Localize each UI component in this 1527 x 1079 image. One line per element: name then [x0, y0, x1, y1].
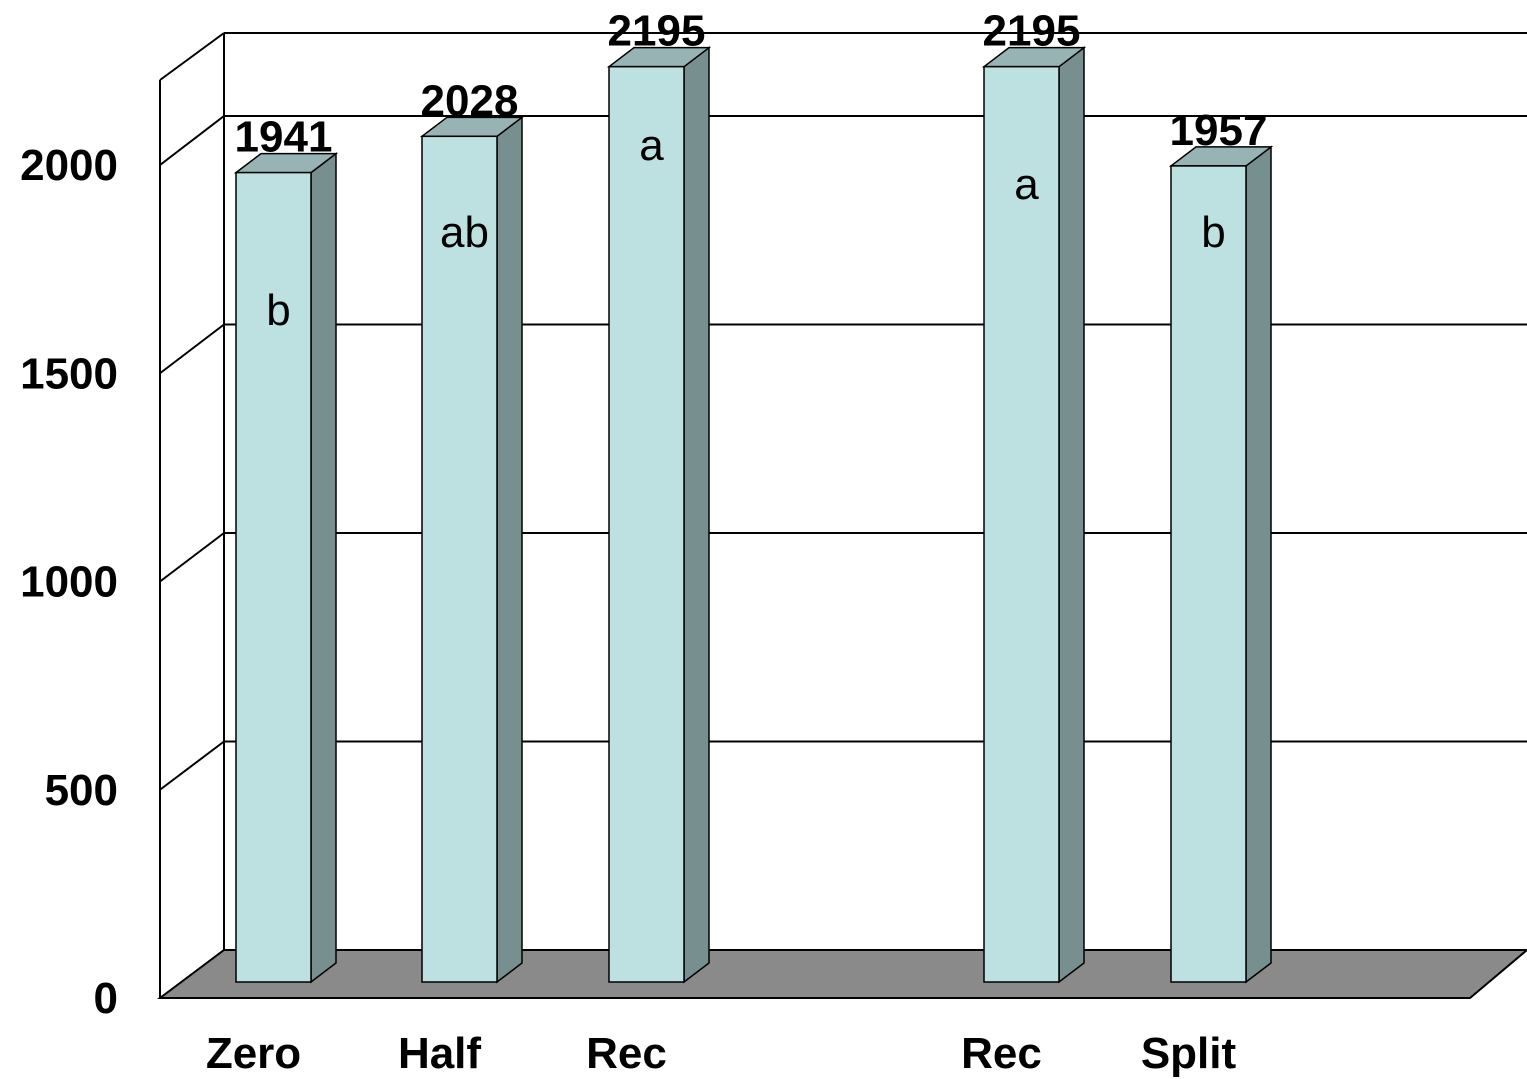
significance-letter: a	[1014, 160, 1039, 209]
bar	[421, 135, 498, 983]
bar-group: 1941 b	[233, 113, 339, 984]
bar-side	[683, 46, 710, 984]
y-tick-label: 0	[94, 974, 118, 1023]
gridline-side	[159, 115, 225, 166]
significance-letter: ab	[440, 208, 489, 257]
y-tick-label: 1500	[20, 349, 118, 398]
bar-value-label: 2195	[983, 7, 1081, 56]
bar-value-label: 1957	[1170, 106, 1268, 155]
x-category-label: Half	[398, 1029, 481, 1078]
y-tick-label: 1000	[20, 558, 118, 607]
bar-group: 1957 b	[1168, 106, 1274, 984]
significance-letter: b	[1201, 208, 1225, 257]
bar-group: 2195 a	[606, 7, 712, 984]
x-axis-labels: Zero Half Rec Rec Split	[206, 1029, 1237, 1078]
side-wall-top-line	[159, 32, 225, 81]
bar	[983, 65, 1060, 983]
bars: 1941 b 2028 ab 2195 a 2195 a 1957 b	[233, 7, 1274, 984]
y-tick-label: 2000	[20, 141, 118, 190]
significance-letter: b	[266, 286, 290, 335]
bar-group: 2028 ab	[419, 76, 525, 984]
bar-side	[310, 152, 337, 984]
bar-side	[496, 115, 523, 984]
chart-frame	[159, 32, 1527, 998]
bar-value-label: 1941	[235, 113, 333, 162]
bar-value-label: 2195	[608, 7, 706, 56]
bar-group: 2195 a	[981, 7, 1087, 984]
x-category-label: Zero	[206, 1029, 301, 1078]
bar-side	[1245, 145, 1272, 984]
bar	[235, 171, 312, 983]
chart-floor	[157, 949, 1527, 999]
x-category-label: Rec	[961, 1029, 1042, 1078]
bar-value-label: 2028	[421, 76, 519, 125]
bar-side	[1058, 46, 1085, 984]
bar	[608, 65, 685, 983]
gridline-side	[159, 532, 225, 583]
gridline-side	[159, 323, 225, 375]
x-category-label: Rec	[586, 1029, 667, 1078]
gridlines	[159, 115, 1527, 791]
gridline-side	[159, 740, 225, 791]
floor-plane	[157, 949, 1527, 999]
bar	[1170, 165, 1247, 983]
y-tick-label: 500	[45, 766, 118, 815]
significance-letter: a	[639, 121, 664, 170]
x-category-label: Split	[1141, 1029, 1237, 1078]
y-axis-ticks: 0 500 1000 1500 2000	[20, 141, 118, 1023]
